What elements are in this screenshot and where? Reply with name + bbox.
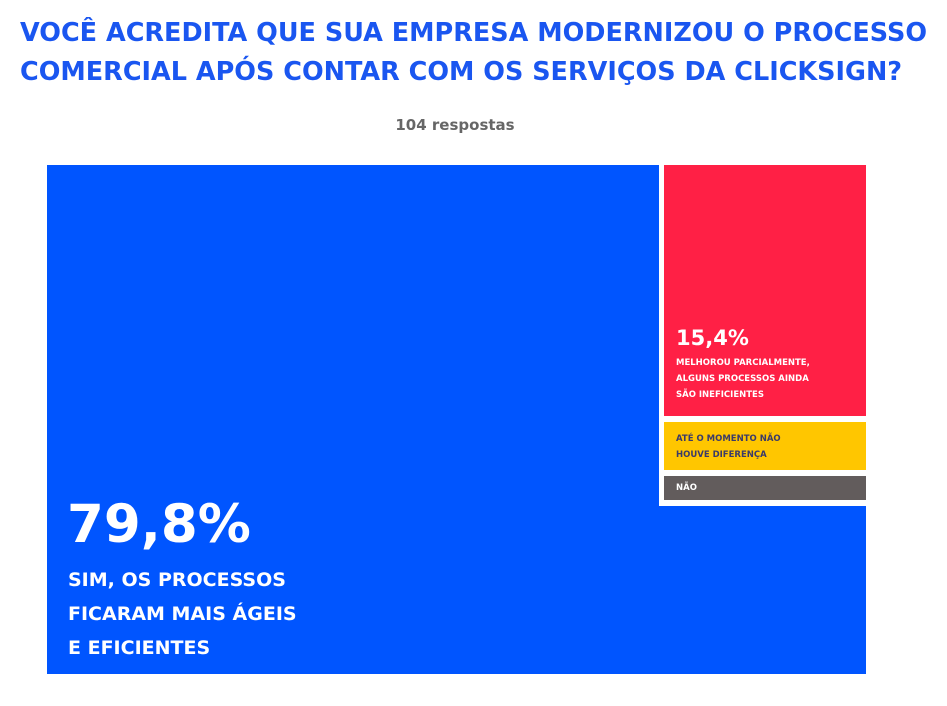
- treemap-tile-partial: 15,4% MELHOROU PARCIALMENTE, ALGUNS PROC…: [664, 165, 866, 416]
- chart-subtitle: 104 respostas: [395, 116, 515, 134]
- tile-sim-label-line-1: SIM, OS PROCESSOS: [68, 569, 286, 591]
- tile-no-difference-label-line-1: ATÉ O MOMENTO NÃO: [676, 434, 781, 444]
- tile-partial-percent: 15,4%: [676, 326, 749, 350]
- chart-title: VOCÊ ACREDITA QUE SUA EMPRESA MODERNIZOU…: [20, 18, 928, 87]
- tile-sim-label: SIM, OS PROCESSOS FICARAM MAIS ÁGEIS E E…: [68, 563, 368, 665]
- tile-sim-percent: 79,8%: [67, 494, 251, 555]
- tile-partial-label: MELHOROU PARCIALMENTE, ALGUNS PROCESSOS …: [676, 355, 856, 403]
- treemap-tile-no-difference: ATÉ O MOMENTO NÃO HOUVE DIFERENÇA: [664, 422, 866, 470]
- tile-partial-label-line-1: MELHOROU PARCIALMENTE,: [676, 358, 810, 368]
- tile-partial-label-line-2: ALGUNS PROCESSOS AINDA: [676, 374, 809, 384]
- treemap-tile-nao: NÃO: [664, 476, 866, 500]
- tile-no-difference-label: ATÉ O MOMENTO NÃO HOUVE DIFERENÇA: [676, 431, 856, 463]
- tile-sim-label-line-2: FICARAM MAIS ÁGEIS: [68, 603, 297, 625]
- tile-sim-label-line-3: E EFICIENTES: [68, 637, 211, 659]
- tile-no-difference-label-line-2: HOUVE DIFERENÇA: [676, 450, 767, 460]
- tile-partial-label-line-3: SÃO INEFICIENTES: [676, 390, 764, 400]
- tile-nao-label: NÃO: [676, 483, 697, 493]
